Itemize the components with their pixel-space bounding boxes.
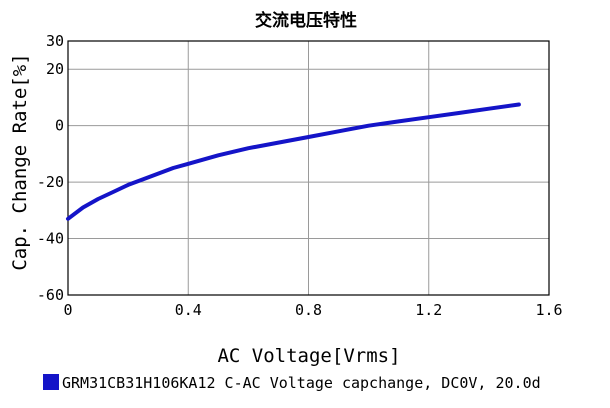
x-axis-title: AC Voltage[Vrms]	[217, 345, 400, 367]
y-tick-label: -20	[37, 173, 64, 191]
chart-title: 交流电压特性	[255, 10, 357, 31]
y-tick-label: 30	[46, 32, 64, 50]
grid-lines	[68, 41, 549, 295]
y-tick-labels: -60 -40 -20 0 20 30	[37, 32, 64, 304]
series-line	[66, 102, 521, 221]
x-tick-label: 1.2	[415, 301, 442, 319]
x-tick-label: 0.8	[295, 301, 322, 319]
x-tick-label: 0.4	[175, 301, 202, 319]
x-tick-label: 1.6	[535, 301, 562, 319]
legend-swatch	[43, 374, 59, 390]
y-tick-label: 20	[46, 60, 64, 78]
y-tick-label: -60	[37, 286, 64, 304]
y-axis-title: Cap. Change Rate[%]	[9, 53, 31, 270]
plot-frame	[67, 40, 550, 296]
y-tick-label: -40	[37, 230, 64, 248]
x-tick-label: 0	[63, 301, 72, 319]
legend-label: GRM31CB31H106KA12 C-AC Voltage capchange…	[62, 374, 541, 392]
series-layer	[66, 102, 521, 221]
y-tick-label: 0	[55, 117, 64, 135]
x-tick-labels: 0 0.4 0.8 1.2 1.6	[63, 301, 562, 319]
legend: GRM31CB31H106KA12 C-AC Voltage capchange…	[43, 374, 541, 392]
